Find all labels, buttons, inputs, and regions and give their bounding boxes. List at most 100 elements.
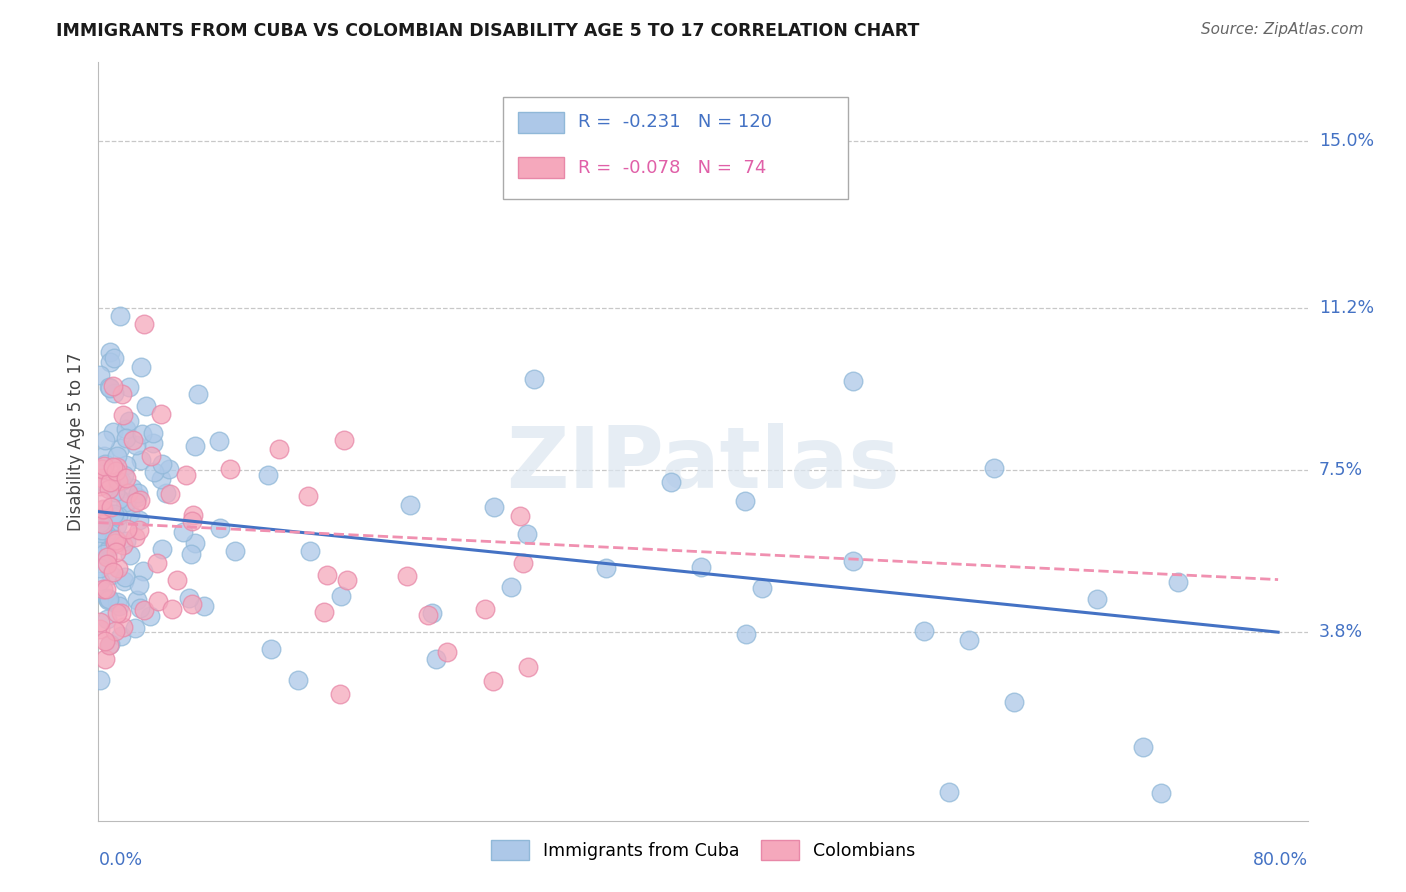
Point	[135, 400, 157, 414]
Point	[659, 475, 682, 489]
Point	[128, 513, 150, 527]
Point	[751, 581, 773, 595]
Point	[96, 591, 118, 605]
Point	[183, 535, 205, 549]
Point	[89, 574, 111, 588]
Point	[595, 560, 617, 574]
Text: Source: ZipAtlas.com: Source: ZipAtlas.com	[1201, 22, 1364, 37]
Text: R =  -0.231   N = 120: R = -0.231 N = 120	[578, 113, 772, 131]
Point	[103, 536, 125, 550]
Point	[94, 582, 117, 597]
Point	[105, 533, 128, 548]
Point	[107, 508, 129, 523]
Point	[912, 624, 935, 638]
Point	[180, 547, 202, 561]
Text: 80.0%: 80.0%	[1253, 851, 1308, 869]
Point	[139, 449, 162, 463]
Text: 7.5%: 7.5%	[1319, 461, 1362, 479]
Point	[93, 582, 115, 596]
Point	[98, 345, 121, 359]
Point	[111, 408, 134, 422]
Point	[90, 526, 112, 541]
Point	[104, 544, 127, 558]
Point	[103, 532, 125, 546]
Point	[90, 524, 112, 538]
Point	[425, 652, 447, 666]
Point	[97, 593, 120, 607]
Point	[110, 629, 132, 643]
Point	[841, 374, 863, 388]
Point	[187, 387, 209, 401]
Point	[181, 514, 204, 528]
Point	[399, 498, 422, 512]
Point	[150, 541, 173, 556]
Point	[125, 495, 148, 509]
Point	[108, 599, 131, 613]
Point	[105, 595, 128, 609]
Point	[127, 593, 149, 607]
Point	[329, 687, 352, 701]
Point	[1167, 575, 1189, 590]
Point	[141, 436, 163, 450]
Point	[100, 527, 122, 541]
Point	[129, 600, 152, 615]
Point	[155, 486, 177, 500]
Point	[125, 438, 148, 452]
Point	[118, 380, 141, 394]
Point	[103, 507, 125, 521]
Point	[91, 516, 114, 531]
Text: 3.8%: 3.8%	[1319, 624, 1362, 641]
Point	[101, 459, 124, 474]
Point	[96, 550, 118, 565]
Point	[100, 354, 122, 368]
Bar	[517, 157, 564, 178]
Point	[139, 608, 162, 623]
Point	[96, 558, 118, 572]
Point	[125, 491, 148, 505]
Point	[938, 785, 960, 799]
Point	[115, 432, 138, 446]
Point	[91, 547, 114, 561]
Point	[983, 461, 1005, 475]
Point	[149, 472, 172, 486]
Point	[122, 433, 145, 447]
Point	[1002, 695, 1025, 709]
Point	[100, 500, 122, 514]
Y-axis label: Disability Age 5 to 17: Disability Age 5 to 17	[66, 352, 84, 531]
Point	[297, 489, 319, 503]
Point	[112, 467, 135, 482]
Point	[103, 351, 125, 365]
Point	[149, 407, 172, 421]
Point	[103, 425, 125, 440]
Point	[101, 379, 124, 393]
Point	[142, 426, 165, 441]
Point	[107, 560, 129, 574]
Point	[96, 526, 118, 541]
Point	[1150, 786, 1173, 800]
Point	[267, 442, 290, 456]
Point	[91, 493, 114, 508]
Point	[499, 580, 522, 594]
Point	[97, 379, 120, 393]
Point	[218, 462, 240, 476]
Point	[104, 464, 127, 478]
Text: 15.0%: 15.0%	[1319, 132, 1374, 151]
Point	[107, 475, 129, 489]
Point	[98, 381, 121, 395]
Point	[114, 500, 136, 514]
Point	[108, 491, 131, 506]
Point	[333, 433, 356, 447]
Point	[104, 484, 127, 499]
Point	[132, 603, 155, 617]
Point	[98, 637, 121, 651]
Point	[512, 556, 534, 570]
Point	[93, 459, 115, 474]
Point	[108, 441, 131, 455]
Point	[131, 426, 153, 441]
Point	[90, 471, 112, 485]
Point	[96, 612, 118, 626]
Point	[105, 459, 128, 474]
Point	[124, 621, 146, 635]
Point	[841, 554, 863, 568]
Point	[181, 598, 204, 612]
